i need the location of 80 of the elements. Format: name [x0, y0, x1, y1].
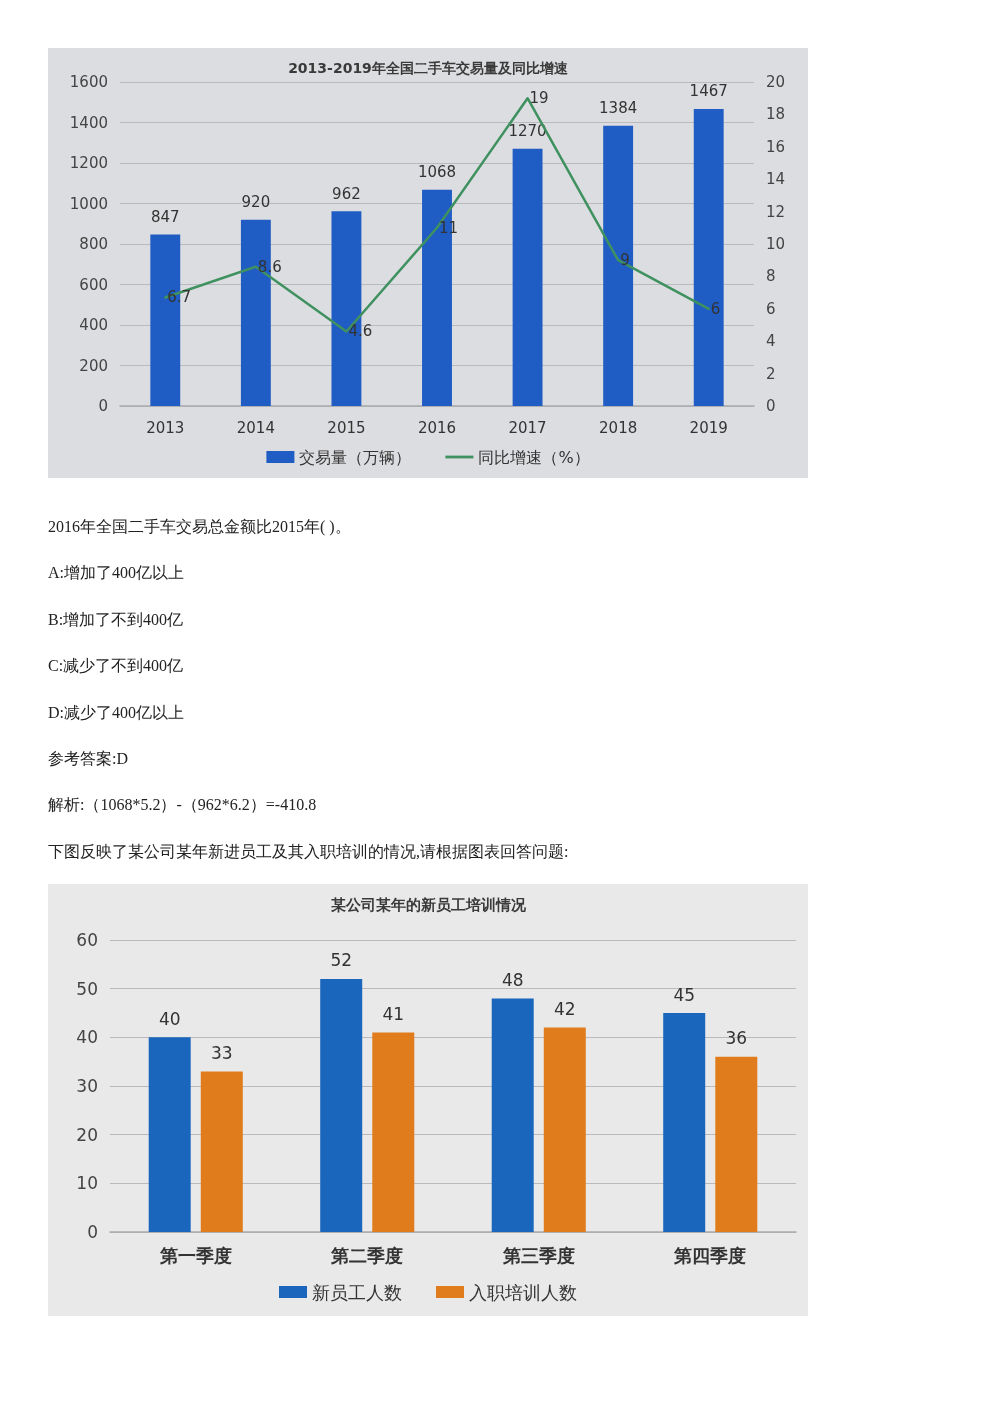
text: B:增加了不到400亿 — [48, 609, 185, 630]
bar — [320, 979, 363, 1233]
data-label: 36 — [725, 1028, 748, 1049]
text: D:减少了400亿以上 — [48, 702, 185, 723]
x-tick-label: 第一季度 — [158, 1244, 232, 1266]
bar — [512, 148, 543, 406]
bar — [148, 1037, 191, 1233]
legend-label: 同比增速（%） — [478, 447, 590, 467]
bar — [693, 108, 724, 406]
data-label: 1467 — [689, 82, 728, 101]
text: 参考答案:D — [48, 748, 129, 769]
text: 下图反映了某公司某年新进员工及其入职培训的情况,请根据图表回答问题: — [48, 841, 570, 862]
x-tick-label: 第四季度 — [673, 1244, 747, 1266]
y2-tick-label: 16 — [766, 137, 786, 156]
data-label: 6 — [710, 299, 721, 318]
chart-title: 2013-2019年全国二手车交易量及同比增速 — [288, 60, 569, 76]
x-tick-label: 2017 — [508, 418, 547, 437]
x-tick-label: 第二季度 — [330, 1244, 404, 1266]
chart-title: 某公司某年的新员工培训情况 — [329, 895, 527, 914]
legend-label: 交易量（万辆） — [299, 447, 412, 467]
y-tick-label: 600 — [79, 275, 108, 294]
y-tick-label: 40 — [76, 1027, 98, 1048]
data-label: 33 — [210, 1043, 233, 1064]
x-tick-label: 2019 — [689, 418, 728, 437]
y-tick-label: 1600 — [69, 73, 108, 91]
y2-tick-label: 8 — [766, 267, 776, 286]
y2-tick-label: 4 — [766, 332, 776, 351]
bar — [715, 1056, 758, 1233]
x-tick-label: 2014 — [236, 418, 275, 437]
data-label: 962 — [332, 184, 361, 203]
x-tick-label: 2018 — [599, 418, 638, 437]
bar — [372, 1032, 415, 1233]
y2-tick-label: 20 — [766, 73, 786, 91]
y2-tick-label: 12 — [766, 202, 786, 221]
data-label: 52 — [330, 950, 353, 971]
data-label: 42 — [553, 999, 576, 1020]
text: 2016年全国二手车交易总金额比2015年( )。 — [48, 517, 352, 538]
data-label: 48 — [501, 970, 524, 991]
text: C:减少了不到400亿 — [48, 656, 185, 677]
bar — [603, 125, 634, 406]
y2-tick-label: 14 — [766, 170, 786, 189]
data-label: 847 — [150, 207, 180, 226]
y-tick-label: 1000 — [69, 194, 108, 213]
bar — [200, 1071, 243, 1233]
legend-label: 入职培训人数 — [469, 1281, 577, 1303]
y-tick-label: 200 — [79, 356, 108, 375]
y-tick-label: 60 — [76, 930, 98, 951]
bar — [663, 1013, 706, 1233]
data-label: 41 — [382, 1004, 405, 1025]
legend-label: 新员工人数 — [312, 1281, 402, 1303]
data-label: 19 — [529, 89, 549, 108]
x-tick-label: 2016 — [417, 418, 457, 437]
data-label: 40 — [158, 1008, 181, 1029]
x-tick-label: 第三季度 — [501, 1244, 575, 1266]
y-tick-label: 30 — [76, 1076, 98, 1097]
y-tick-label: 1400 — [69, 113, 108, 132]
bar — [491, 998, 534, 1233]
data-label: 920 — [241, 193, 271, 212]
y-tick-label: 400 — [79, 316, 108, 334]
bar — [543, 1027, 586, 1233]
y-tick-label: 800 — [79, 235, 108, 253]
y2-tick-label: 6 — [766, 299, 776, 318]
y2-tick-label: 2 — [766, 364, 776, 383]
y-tick-label: 0 — [98, 397, 108, 415]
y-tick-label: 10 — [76, 1173, 98, 1194]
data-label: 1068 — [417, 163, 457, 182]
x-tick-label: 2013 — [146, 418, 185, 437]
data-label: 45 — [673, 984, 696, 1005]
text: 解析:（1068*5.2）-（962*6.2）=-410.8 — [48, 795, 318, 816]
y-tick-label: 50 — [76, 978, 98, 999]
y-tick-label: 20 — [76, 1124, 98, 1145]
data-label: 1384 — [599, 99, 638, 118]
y2-tick-label: 10 — [766, 235, 786, 253]
y-tick-label: 1200 — [69, 154, 108, 172]
y-tick-label: 0 — [87, 1222, 98, 1243]
y2-tick-label: 0 — [766, 397, 776, 415]
y2-tick-label: 18 — [766, 105, 786, 124]
text: A:增加了400亿以上 — [48, 563, 185, 584]
data-label: 6.7 — [167, 288, 192, 307]
x-tick-label: 2015 — [327, 418, 366, 437]
